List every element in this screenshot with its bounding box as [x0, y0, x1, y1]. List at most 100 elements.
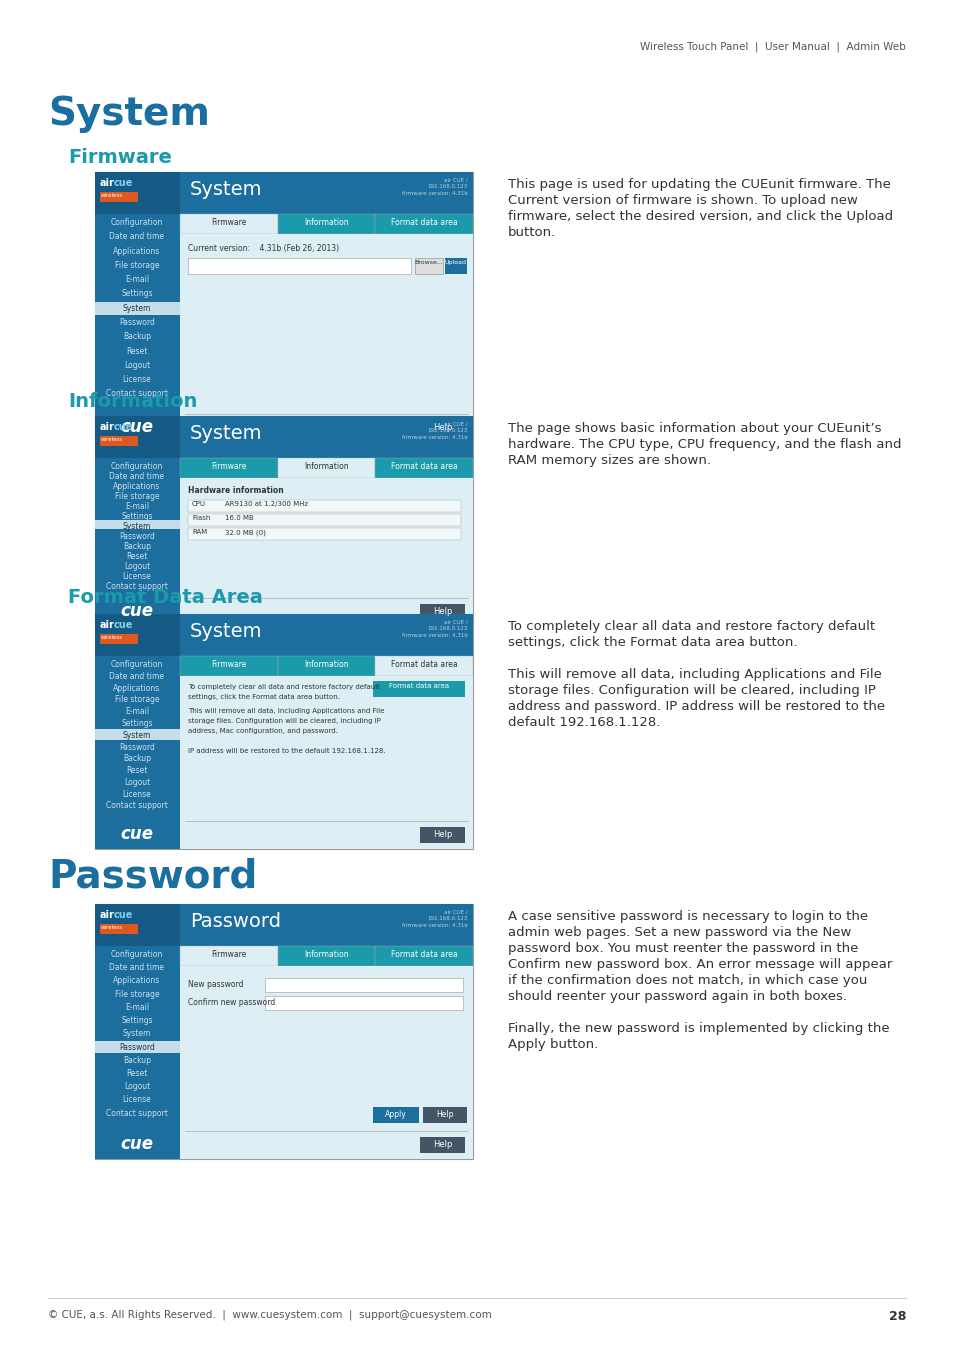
Text: button.: button. — [507, 225, 556, 239]
Text: Format Data Area: Format Data Area — [68, 589, 263, 608]
Text: To completely clear all data and restore factory default: To completely clear all data and restore… — [507, 620, 874, 633]
Text: Date and time: Date and time — [110, 232, 164, 242]
Bar — [419, 828, 464, 842]
Text: Date and time: Date and time — [110, 963, 164, 972]
Text: Password: Password — [119, 1042, 154, 1052]
Text: E-mail: E-mail — [125, 1003, 149, 1012]
Bar — [188, 258, 411, 274]
Text: Reset: Reset — [126, 552, 148, 562]
Text: License: License — [123, 790, 152, 799]
Text: Contact support: Contact support — [106, 802, 168, 810]
Text: Firmware: Firmware — [68, 148, 172, 167]
Text: air: air — [100, 423, 114, 432]
Bar — [95, 1131, 180, 1160]
Text: settings, click the Format data area button.: settings, click the Format data area but… — [188, 694, 339, 701]
Text: wireless: wireless — [101, 925, 123, 930]
Text: Confirm new password: Confirm new password — [188, 998, 275, 1007]
Text: This page is used for updating the CUEunit firmware. The: This page is used for updating the CUEun… — [507, 178, 890, 190]
Bar — [95, 614, 180, 656]
Text: 192.168.0.123: 192.168.0.123 — [427, 626, 468, 630]
Bar — [95, 821, 180, 849]
Text: Logout: Logout — [124, 778, 150, 787]
Text: Information: Information — [304, 950, 349, 958]
Bar — [422, 1107, 467, 1123]
Text: Reset: Reset — [126, 1069, 148, 1077]
Bar — [180, 215, 277, 234]
Text: System: System — [123, 304, 151, 313]
Text: cue: cue — [120, 825, 153, 842]
Text: License: License — [123, 1095, 152, 1104]
Bar — [100, 192, 138, 202]
Text: Applications: Applications — [113, 683, 160, 693]
Bar — [95, 520, 180, 529]
Text: 28: 28 — [887, 1310, 905, 1323]
Bar — [95, 904, 473, 946]
Text: Format data area: Format data area — [389, 683, 449, 688]
Bar — [373, 1107, 418, 1123]
Text: cue: cue — [113, 620, 133, 630]
Text: Password: Password — [119, 319, 154, 327]
Text: Confirm new password box. An error message will appear: Confirm new password box. An error messa… — [507, 958, 891, 971]
Text: This will remove all data, including Applications and File: This will remove all data, including App… — [188, 707, 384, 714]
Text: Help: Help — [433, 830, 452, 838]
Bar — [95, 1041, 180, 1053]
Bar — [95, 904, 180, 946]
Text: 192.168.0.123: 192.168.0.123 — [427, 917, 468, 921]
Bar — [375, 946, 473, 967]
Text: RAM: RAM — [192, 529, 207, 535]
Text: Settings: Settings — [121, 1017, 152, 1025]
Text: System: System — [123, 730, 151, 740]
Text: Apply: Apply — [385, 1110, 406, 1119]
Bar — [95, 416, 180, 458]
Text: Help: Help — [433, 1139, 452, 1149]
Bar — [265, 996, 462, 1010]
Text: firmware version: 4.31b: firmware version: 4.31b — [402, 923, 468, 927]
Text: Upload: Upload — [444, 261, 467, 265]
Text: cue: cue — [120, 418, 153, 436]
Text: This will remove all data, including Applications and File: This will remove all data, including App… — [507, 668, 881, 680]
Text: License: License — [123, 572, 152, 580]
Text: Information: Information — [304, 217, 349, 227]
Text: Format data area: Format data area — [391, 462, 457, 471]
Text: Applications: Applications — [113, 247, 160, 255]
Text: CPU: CPU — [192, 501, 206, 508]
Text: File storage: File storage — [114, 491, 159, 501]
Text: Logout: Logout — [124, 562, 150, 571]
Text: Configuration: Configuration — [111, 217, 163, 227]
Bar — [375, 458, 473, 478]
Text: address and password. IP address will be restored to the: address and password. IP address will be… — [507, 701, 884, 713]
Bar — [95, 414, 180, 441]
Text: wireless: wireless — [101, 437, 123, 441]
Bar — [95, 301, 180, 315]
Text: Backup: Backup — [123, 1056, 151, 1065]
Text: Format data area: Format data area — [391, 950, 457, 958]
Bar — [95, 416, 473, 626]
Bar — [277, 215, 375, 234]
Text: Configuration: Configuration — [111, 660, 163, 670]
Text: Password: Password — [119, 532, 154, 541]
Text: A case sensitive password is necessary to login to the: A case sensitive password is necessary t… — [507, 910, 867, 923]
Text: New password: New password — [188, 980, 243, 990]
Text: air: air — [100, 910, 114, 919]
Bar — [95, 904, 473, 1160]
Text: 192.168.0.123: 192.168.0.123 — [427, 184, 468, 189]
Text: RAM memory sizes are shown.: RAM memory sizes are shown. — [507, 454, 710, 467]
Text: air CUE /: air CUE / — [444, 177, 468, 182]
Text: storage files. Configuration will be cleared, including IP: storage files. Configuration will be cle… — [507, 684, 875, 697]
Bar — [180, 946, 277, 967]
Bar — [277, 458, 375, 478]
Text: air CUE /: air CUE / — [444, 421, 468, 427]
Text: E-mail: E-mail — [125, 707, 149, 716]
Text: if the confirmation does not match, in which case you: if the confirmation does not match, in w… — [507, 973, 866, 987]
Bar — [375, 656, 473, 676]
Text: Configuration: Configuration — [111, 462, 163, 471]
Text: File storage: File storage — [114, 695, 159, 705]
Text: System: System — [123, 1029, 151, 1038]
Text: password box. You must reenter the password in the: password box. You must reenter the passw… — [507, 942, 858, 954]
Text: Settings: Settings — [121, 289, 152, 298]
Text: air CUE /: air CUE / — [444, 909, 468, 914]
Text: Format data area: Format data area — [391, 660, 457, 670]
Text: Password: Password — [48, 859, 257, 896]
Text: Help: Help — [433, 608, 452, 616]
Text: cue: cue — [120, 1135, 153, 1153]
